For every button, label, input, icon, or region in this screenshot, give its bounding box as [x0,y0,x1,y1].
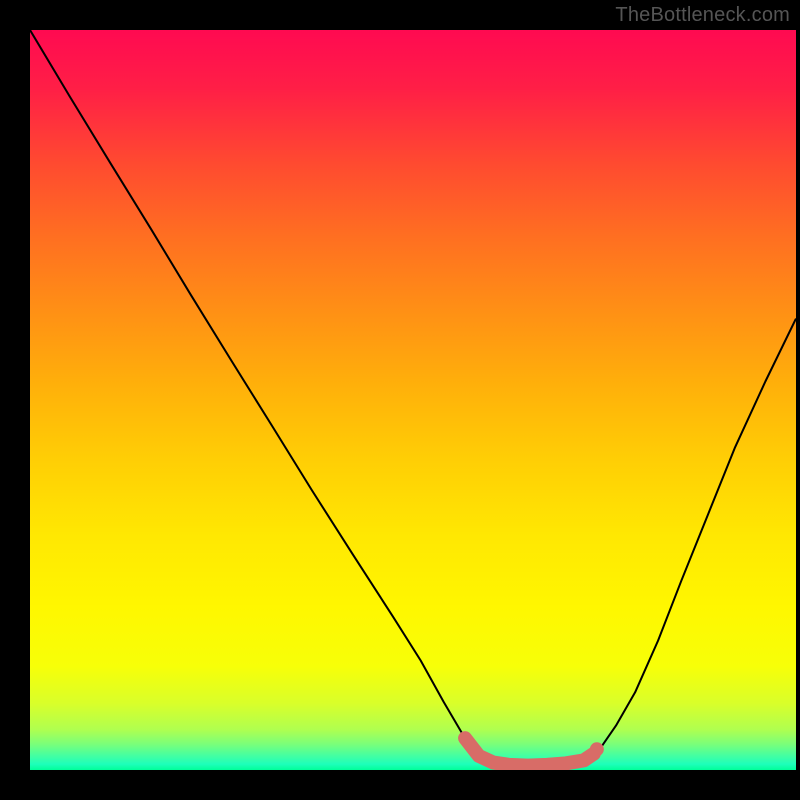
optimal-range-end-marker [590,742,604,756]
bottleneck-chart [0,0,800,800]
watermark-text: TheBottleneck.com [615,4,790,27]
chart-stage: TheBottleneck.com [0,0,800,800]
plot-background [30,30,796,770]
